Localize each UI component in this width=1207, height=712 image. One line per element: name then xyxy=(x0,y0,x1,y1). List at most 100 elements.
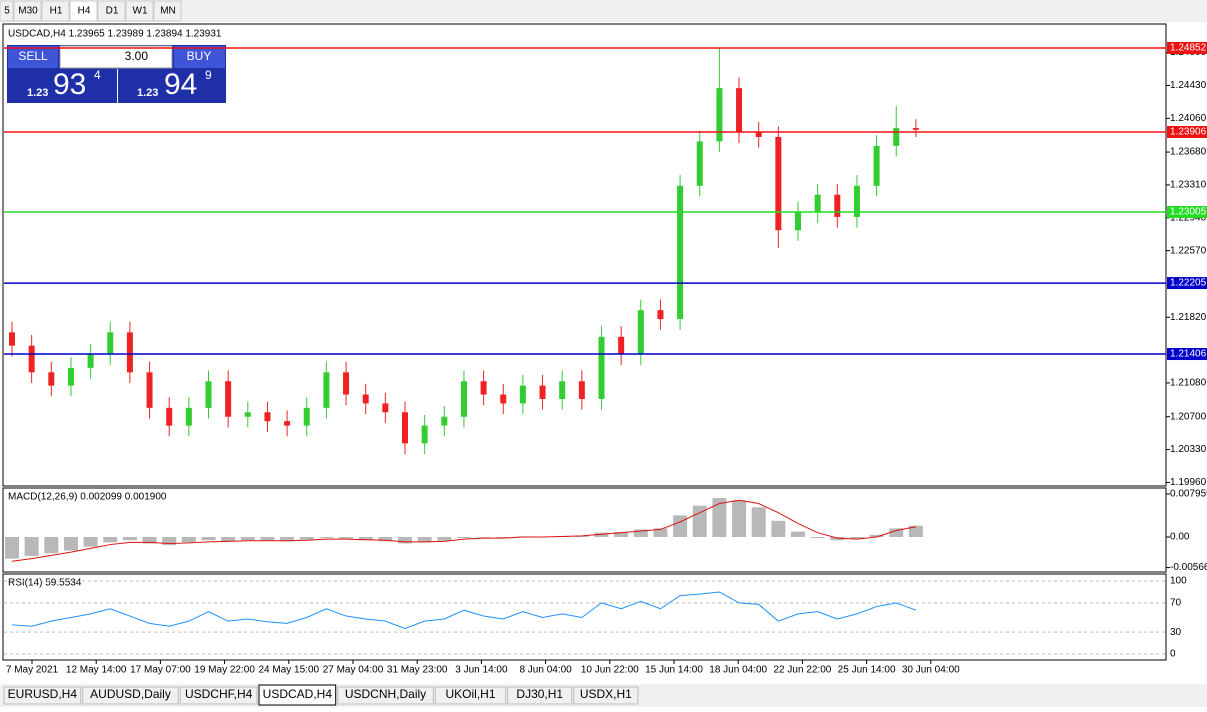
macd-bar xyxy=(712,498,727,537)
tab-label: EURUSD,H4 xyxy=(8,687,78,701)
tab-label: DJ30,H1 xyxy=(516,687,563,701)
x-tick-label: 10 Jun 22:00 xyxy=(581,665,639,676)
tab[interactable] xyxy=(434,686,507,705)
candle-body xyxy=(814,194,821,213)
candle-body xyxy=(284,421,291,426)
candle-body xyxy=(696,141,703,186)
tab[interactable] xyxy=(179,686,258,705)
macd-label: MACD(12,26,9) 0.002099 0.001900 xyxy=(8,492,167,503)
macd-bar xyxy=(496,536,511,539)
tab[interactable] xyxy=(258,684,337,706)
price-level-label: 1.23906 xyxy=(1170,127,1207,138)
tab[interactable] xyxy=(573,686,639,705)
buy-button[interactable] xyxy=(174,46,225,68)
candle-body xyxy=(578,381,585,399)
macd-bar xyxy=(751,507,766,537)
candle-body xyxy=(185,407,192,426)
macd-panel xyxy=(2,487,1167,573)
macd-bar xyxy=(437,536,452,541)
candle-body xyxy=(795,212,801,231)
macd-bar xyxy=(221,536,236,542)
macd-bar xyxy=(574,535,589,537)
candle-body xyxy=(441,416,448,426)
macd-bar xyxy=(319,536,334,539)
timeframe-button[interactable] xyxy=(69,0,98,22)
timeframe-label: H1 xyxy=(50,6,63,17)
x-tick-label: 30 Jun 04:00 xyxy=(902,665,960,676)
rsi-panel xyxy=(2,573,1167,661)
price-level-tag xyxy=(1167,277,1207,290)
x-tick-label: 8 Jun 04:00 xyxy=(519,665,572,676)
timeframe-button[interactable] xyxy=(153,0,182,22)
y-tick-label: 70 xyxy=(1170,598,1182,609)
y-tick-label: 1.23680 xyxy=(1170,147,1207,158)
macd-bar xyxy=(614,532,629,537)
buy-pips: 94 xyxy=(164,68,197,101)
main-panel xyxy=(2,23,1167,487)
macd-signal xyxy=(11,499,916,562)
macd-bar xyxy=(24,536,39,556)
buy-frac: 9 xyxy=(205,68,212,82)
sell-frac: 4 xyxy=(94,68,101,82)
timeframe-label: 5 xyxy=(4,6,10,17)
macd-bar xyxy=(181,536,196,543)
macd-bar xyxy=(791,531,805,537)
price-level-tag xyxy=(1167,41,1207,54)
candle-body xyxy=(873,145,880,186)
macd-bar xyxy=(869,534,884,537)
timeframe-label: W1 xyxy=(133,6,148,17)
macd-bar xyxy=(299,536,314,540)
chart-header: USDCAD,H4 1.23965 1.23989 1.23894 1.2393… xyxy=(8,29,222,40)
candle-body xyxy=(755,132,762,137)
macd-bar xyxy=(692,505,707,537)
candle-body xyxy=(853,185,860,217)
price-level-tag xyxy=(1167,125,1207,138)
candle-body xyxy=(559,381,566,399)
tab[interactable] xyxy=(82,686,179,705)
tab[interactable] xyxy=(3,686,82,705)
candle-body xyxy=(87,354,94,368)
buy-label: BUY xyxy=(187,49,212,63)
y-tick-label: 1.22570 xyxy=(1170,245,1207,256)
volume-input[interactable] xyxy=(59,45,173,69)
tab[interactable] xyxy=(507,686,573,705)
y-tick-label: 1.21080 xyxy=(1170,378,1207,389)
macd-bar xyxy=(83,536,98,547)
y-tick-label: 100 xyxy=(1170,576,1187,587)
candle-body xyxy=(677,185,684,320)
y-tick-label: 0 xyxy=(1170,649,1176,660)
x-tick-label: 31 May 23:00 xyxy=(387,665,448,676)
x-tick-label: 12 May 14:00 xyxy=(66,665,127,676)
timeframe-button[interactable] xyxy=(0,0,14,22)
candle-body xyxy=(146,372,153,408)
timeframe-button[interactable] xyxy=(13,0,42,22)
y-tick-label: 1.19960 xyxy=(1170,477,1207,488)
sell-button[interactable] xyxy=(8,46,58,68)
candle-body xyxy=(775,136,782,231)
timeframe-label: MN xyxy=(160,6,176,17)
macd-bar xyxy=(810,536,825,539)
candle-body xyxy=(107,332,114,355)
timeframe-label: M30 xyxy=(18,6,38,17)
candle-body xyxy=(303,407,310,426)
timeframe-button[interactable] xyxy=(97,0,126,22)
x-tick-label: 3 Jun 14:00 xyxy=(455,665,508,676)
timeframe-label: D1 xyxy=(106,6,119,17)
macd-bar xyxy=(633,529,648,537)
tab[interactable] xyxy=(337,686,434,705)
macd-bar xyxy=(162,536,177,546)
macd-bar xyxy=(456,536,471,539)
x-tick-label: 18 Jun 04:00 xyxy=(709,665,767,676)
candle-body xyxy=(382,403,389,413)
y-tick-label: 1.20700 xyxy=(1170,411,1207,422)
timeframe-button[interactable] xyxy=(125,0,154,22)
sell-label: SELL xyxy=(18,49,48,63)
buy-big: 1.23 xyxy=(137,87,158,99)
sell-pips: 93 xyxy=(53,68,86,101)
candle-body xyxy=(48,372,55,386)
y-tick-label: 0.00 xyxy=(1170,532,1190,543)
macd-bar xyxy=(240,536,255,541)
timeframe-button[interactable] xyxy=(41,0,70,22)
candle-body xyxy=(244,412,251,417)
